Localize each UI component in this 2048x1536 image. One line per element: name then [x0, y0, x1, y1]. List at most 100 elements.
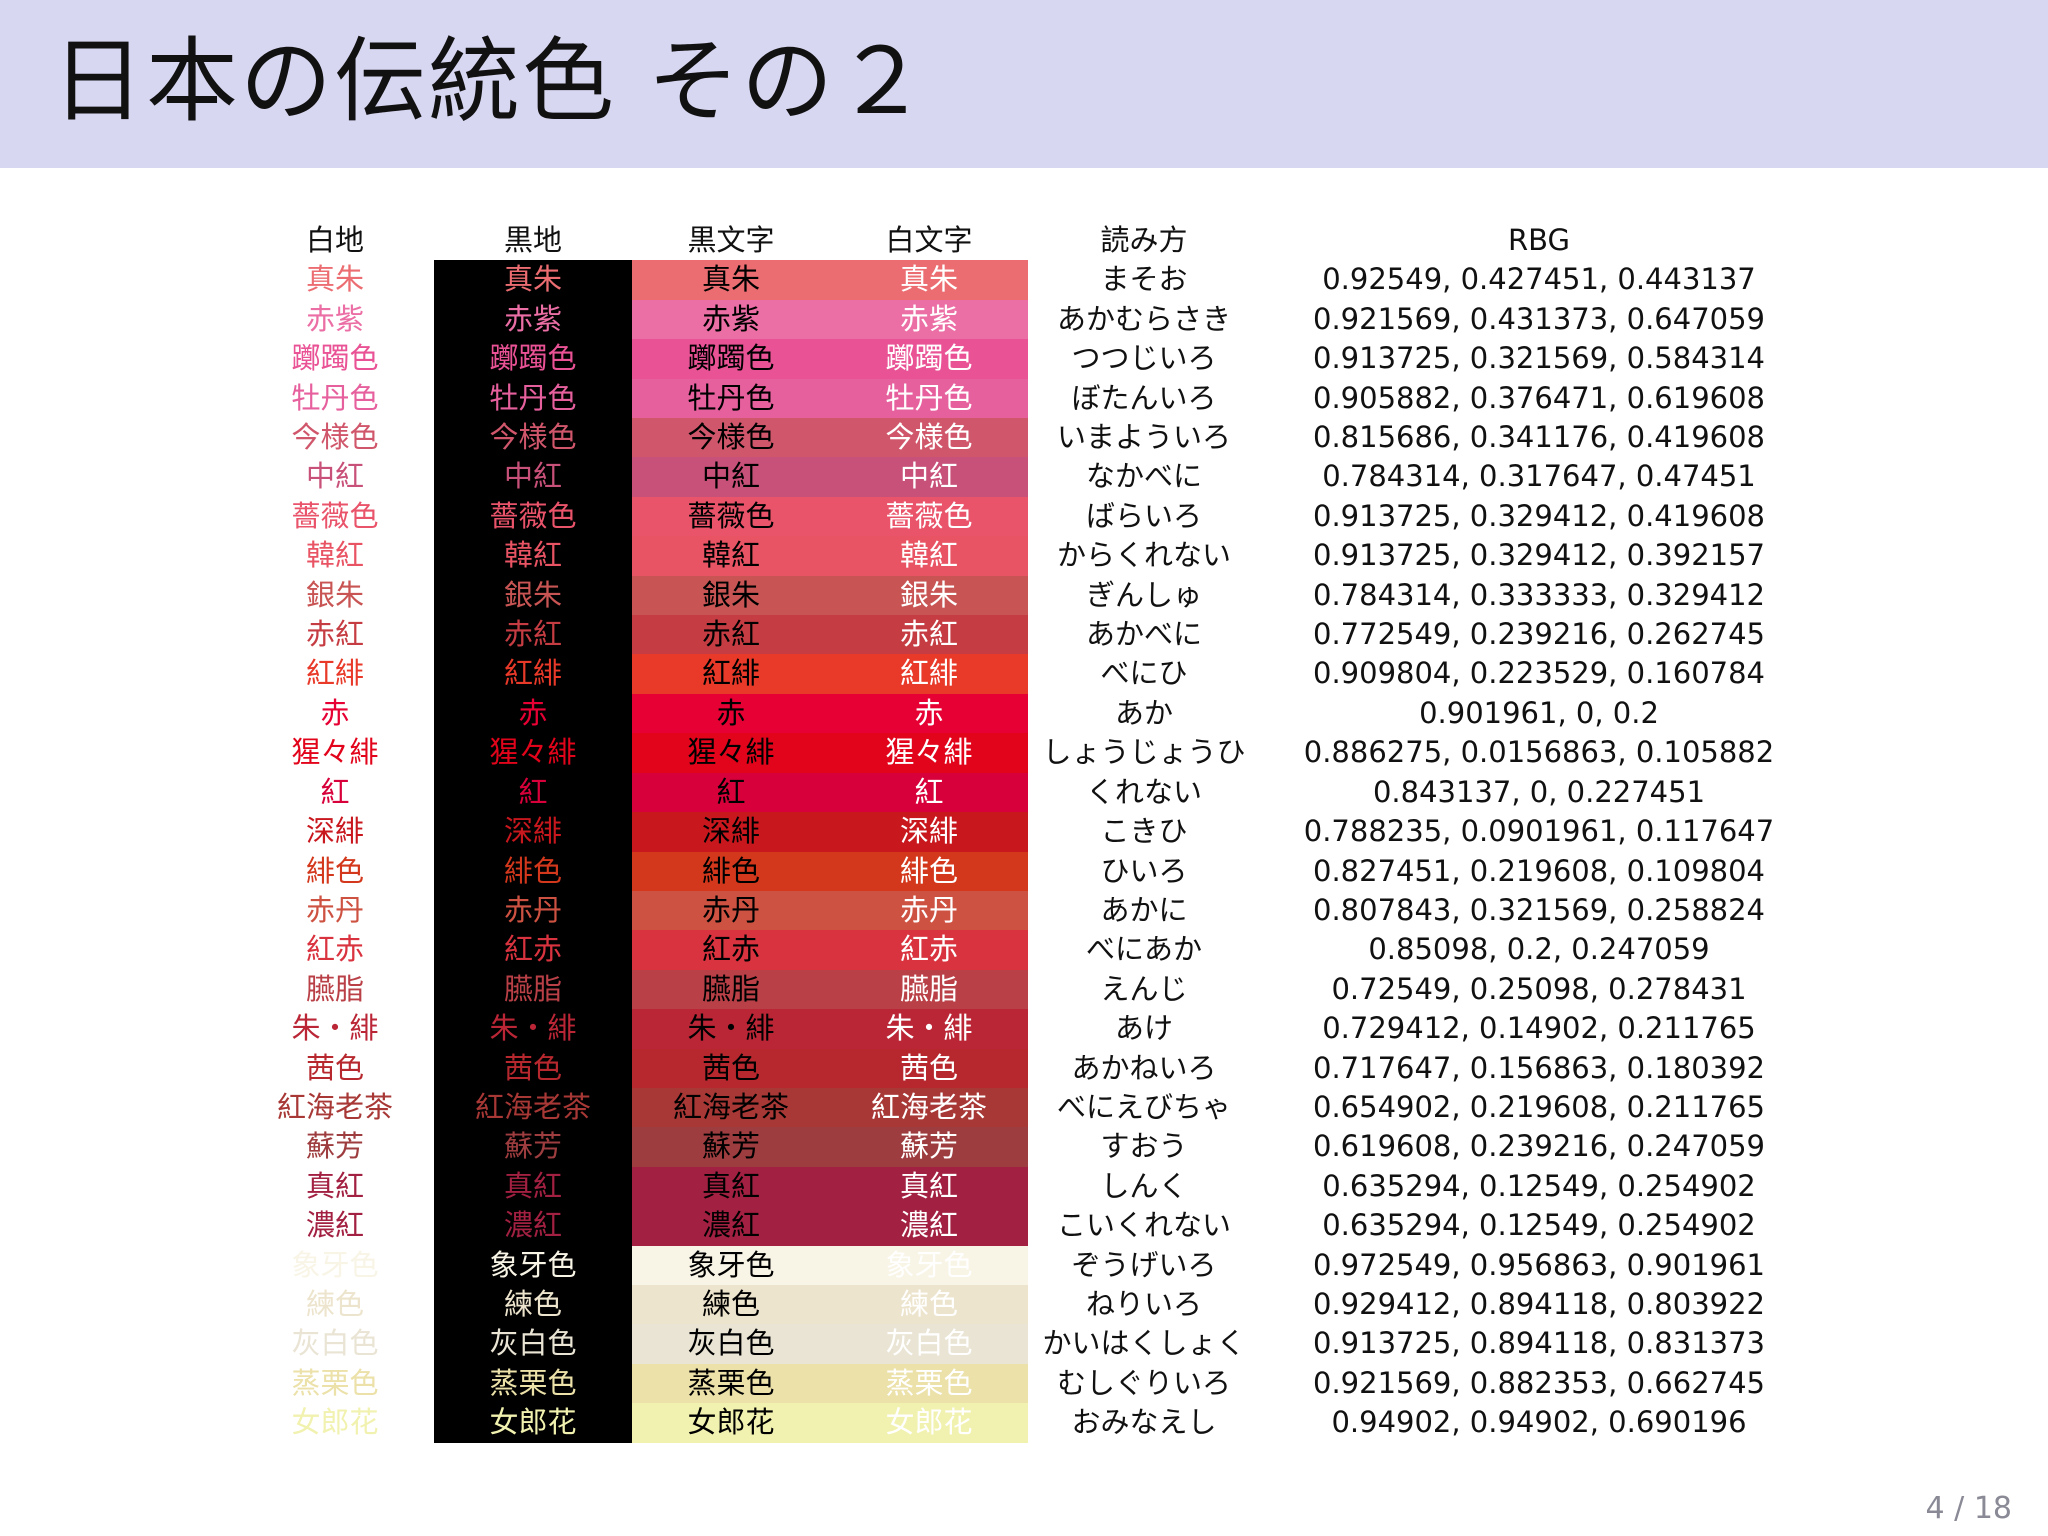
color-reading: すおう	[1100, 1129, 1188, 1164]
color-name-on-black: 真朱	[434, 260, 632, 300]
swatch-white-text: 朱・緋	[830, 1009, 1028, 1049]
color-name-on-white: 紅赤	[305, 932, 364, 967]
color-name-on-black: 緋色	[434, 851, 632, 891]
swatch-black-text: 紅	[632, 772, 830, 813]
color-reading: ぞうげいろ	[1071, 1247, 1217, 1282]
color-reading: あかべに	[1085, 617, 1202, 652]
swatch-black-text: 赤紅	[632, 615, 830, 655]
table-row: 蘇芳 蘇芳 蘇芳 蘇芳 すおう 0.619608, 0.239216, 0.247059	[236, 1127, 1818, 1167]
table-row: 象牙色 象牙色 象牙色 象牙色 ぞうげいろ 0.972549, 0.956863, 0.9…	[236, 1245, 1818, 1285]
swatch-white-text: 緋色	[830, 851, 1028, 891]
table-row: 茜色 茜色 茜色 茜色 あかねいろ 0.717647, 0.156863, 0.18039…	[236, 1048, 1818, 1088]
color-name-on-white: 真紅	[305, 1168, 364, 1203]
swatch-black-text: 薔薇色	[632, 496, 830, 537]
color-rgb-values: 0.784314, 0.333333, 0.329412	[1313, 577, 1765, 612]
header-rgb: RBG	[1507, 223, 1570, 257]
color-name-on-black: 女郎花	[434, 1403, 632, 1443]
swatch-white-text: 深緋	[830, 812, 1028, 852]
swatch-white-text: 牡丹色	[830, 378, 1028, 419]
color-reading: べにひ	[1100, 656, 1188, 691]
color-rgb-values: 0.784314, 0.317647, 0.47451	[1322, 459, 1756, 494]
color-name-on-white: 深緋	[305, 814, 364, 849]
color-name-on-white: 蘇芳	[305, 1129, 364, 1164]
color-name-on-white: 今様色	[291, 420, 379, 455]
color-rgb-values: 0.85098, 0.2, 0.247059	[1368, 932, 1710, 967]
swatch-white-text: 赤紅	[830, 615, 1028, 655]
color-name-on-black: 蒸栗色	[434, 1363, 632, 1404]
color-reading: かいはくしょく	[1042, 1326, 1246, 1361]
color-name-on-black: 今様色	[434, 418, 632, 458]
color-rgb-values: 0.72549, 0.25098, 0.278431	[1331, 971, 1747, 1006]
swatch-white-text: 躑躅色	[830, 339, 1028, 379]
title-bar: 日本の伝統色 その２	[0, 0, 2048, 168]
table-row: 紅紅紅紅くれない 0.843137, 0, 0.227451	[236, 772, 1818, 813]
table-row: 韓紅 韓紅 韓紅 韓紅 からくれない 0.913725, 0.329412, 0.3921…	[236, 536, 1818, 576]
table-row: 今様色 今様色 今様色 今様色 いまよういろ 0.815686, 0.341176, 0.…	[236, 418, 1818, 458]
color-name-on-white: 灰白色	[291, 1326, 379, 1361]
color-name-on-white: 赤	[320, 695, 350, 730]
color-reading: こきひ	[1100, 814, 1188, 849]
color-rgb-values: 0.654902, 0.219608, 0.211765	[1313, 1089, 1765, 1124]
color-name-on-white: 牡丹色	[291, 380, 379, 415]
color-name-on-white: 緋色	[305, 853, 364, 888]
swatch-black-text: 蒸栗色	[632, 1363, 830, 1404]
color-name-on-black: 猩々緋	[434, 733, 632, 773]
color-reading: べにあか	[1085, 932, 1202, 967]
color-name-on-white: 朱・緋	[291, 1011, 379, 1046]
color-reading: あかねいろ	[1071, 1050, 1217, 1085]
color-rgb-values: 0.619608, 0.239216, 0.247059	[1313, 1129, 1765, 1164]
swatch-white-text: 象牙色	[830, 1245, 1028, 1285]
swatch-white-text: 紅緋	[830, 654, 1028, 694]
color-rgb-values: 0.815686, 0.341176, 0.419608	[1313, 420, 1765, 455]
color-name-on-black: 赤紅	[434, 615, 632, 655]
swatch-black-text: 臙脂	[632, 969, 830, 1010]
color-name-on-black: 紅	[434, 772, 632, 813]
color-reading: あけ	[1114, 1011, 1173, 1046]
color-name-on-white: 茜色	[305, 1050, 364, 1085]
color-rgb-values: 0.886275, 0.0156863, 0.105882	[1303, 735, 1775, 770]
color-reading: あか	[1114, 695, 1173, 730]
color-rgb-values: 0.788235, 0.0901961, 0.117647	[1303, 814, 1775, 849]
color-name-on-white: 真朱	[305, 262, 364, 297]
color-reading: ぼたんいろ	[1071, 380, 1217, 415]
swatch-white-text: 紅赤	[830, 930, 1028, 970]
color-name-on-black: 赤紫	[434, 299, 632, 340]
table-row: 朱・緋 朱・緋 朱・緋 朱・緋 あけ 0.729412, 0.14902, 0.21176…	[236, 1009, 1818, 1049]
color-name-on-white: 中紅	[305, 459, 364, 494]
swatch-white-text: 赤	[830, 693, 1028, 734]
color-name-on-black: 深緋	[434, 812, 632, 852]
swatch-white-text: 銀朱	[830, 575, 1028, 616]
table-row: 赤紅 赤紅 赤紅 赤紅 あかべに 0.772549, 0.239216, 0.262745	[236, 615, 1818, 655]
swatch-white-text: 茜色	[830, 1048, 1028, 1088]
color-reading: しんく	[1100, 1168, 1188, 1203]
color-name-on-black: 蘇芳	[434, 1127, 632, 1167]
color-rgb-values: 0.913725, 0.894118, 0.831373	[1313, 1326, 1765, 1361]
header-reading: 読み方	[1100, 223, 1188, 257]
color-rgb-values: 0.843137, 0, 0.227451	[1372, 774, 1706, 809]
color-rgb-values: 0.92549, 0.427451, 0.443137	[1322, 262, 1756, 297]
swatch-white-text: 赤丹	[830, 890, 1028, 931]
color-reading: むしぐりいろ	[1056, 1365, 1231, 1400]
color-name-on-white: 象牙色	[291, 1247, 379, 1282]
color-reading: えんじ	[1100, 971, 1188, 1006]
color-rgb-values: 0.635294, 0.12549, 0.254902	[1322, 1168, 1756, 1203]
swatch-black-text: 練色	[632, 1284, 830, 1325]
swatch-black-text: 蘇芳	[632, 1127, 830, 1167]
swatch-black-text: 猩々緋	[632, 733, 830, 773]
color-reading: ぎんしゅ	[1085, 577, 1202, 612]
color-name-on-white: 赤丹	[305, 892, 364, 927]
color-reading: まそお	[1100, 262, 1188, 297]
color-reading: からくれない	[1056, 538, 1231, 573]
swatch-white-text: 蘇芳	[830, 1127, 1028, 1167]
swatch-black-text: 紅緋	[632, 654, 830, 694]
swatch-white-text: 猩々緋	[830, 733, 1028, 773]
color-name-on-white: 猩々緋	[291, 735, 379, 770]
swatch-white-text: 灰白色	[830, 1324, 1028, 1364]
swatch-black-text: 紅海老茶	[632, 1087, 830, 1128]
color-name-on-black: 紅海老茶	[434, 1087, 632, 1128]
color-name-on-black: 朱・緋	[434, 1009, 632, 1049]
swatch-white-text: 紅	[830, 772, 1028, 813]
color-name-on-black: 赤丹	[434, 890, 632, 931]
color-reading: あかむらさき	[1056, 301, 1231, 336]
color-name-on-black: 牡丹色	[434, 378, 632, 419]
